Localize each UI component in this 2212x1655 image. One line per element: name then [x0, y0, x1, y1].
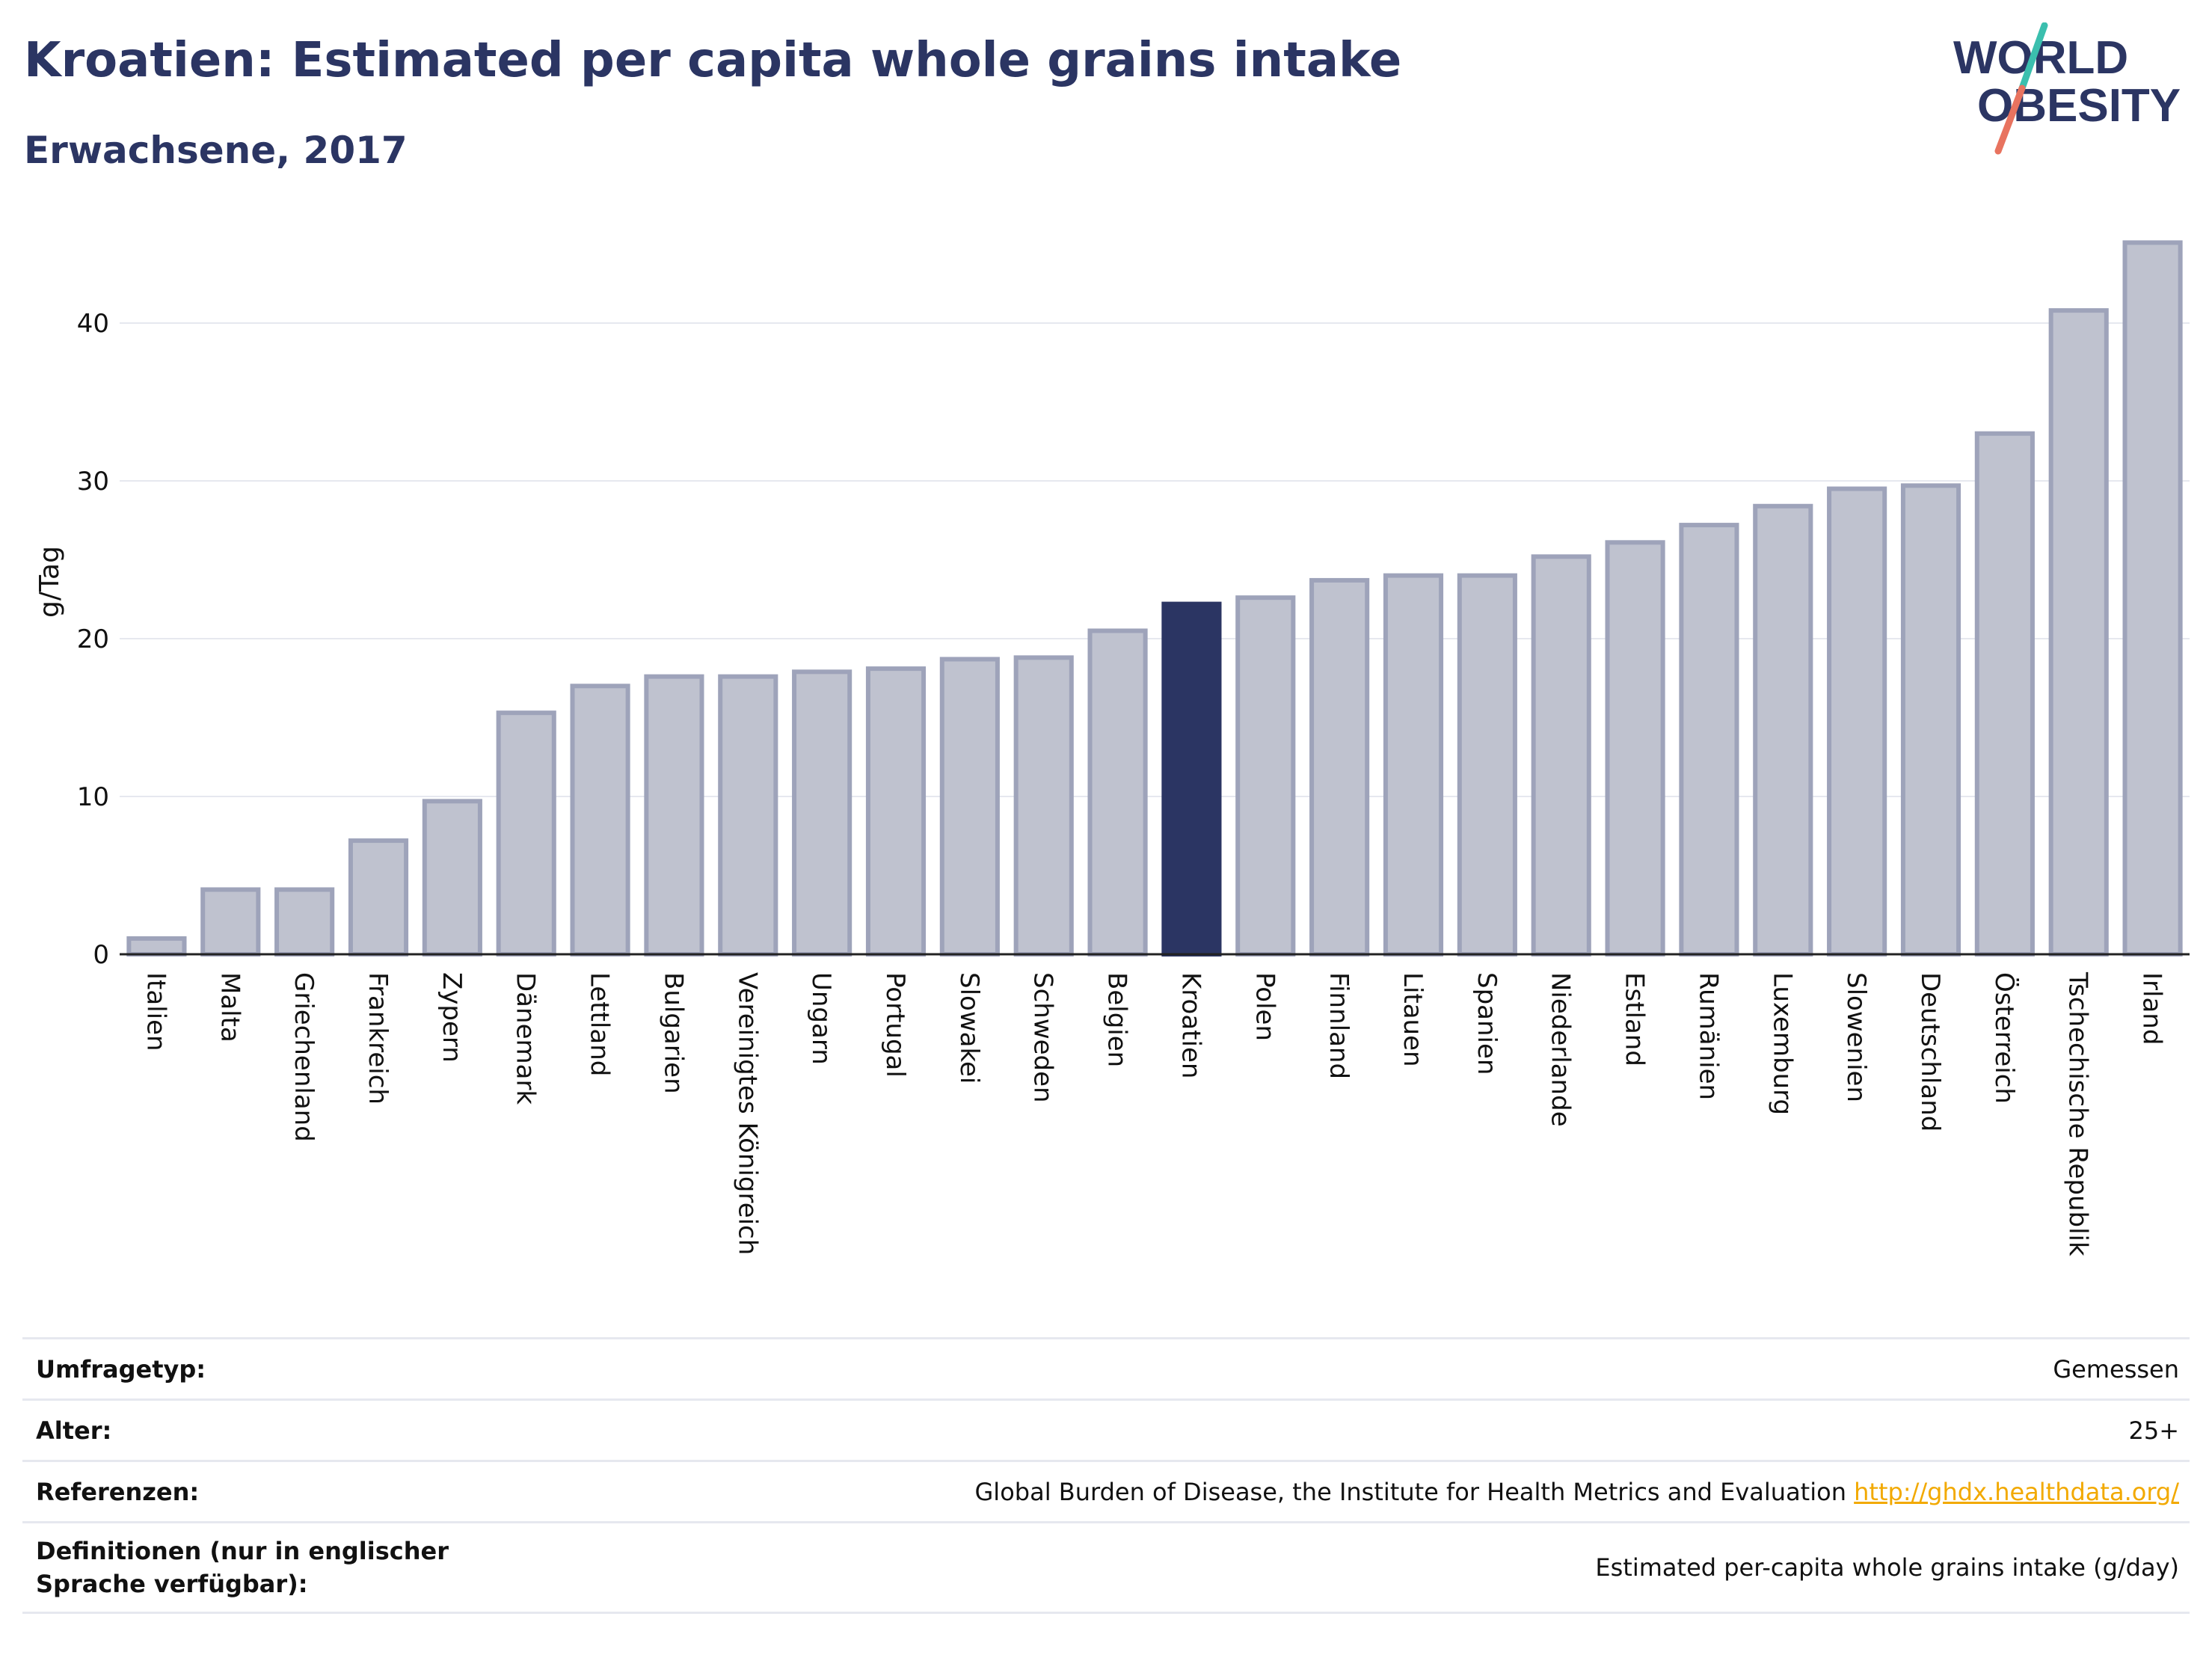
- info-label: Alter:: [36, 1416, 112, 1445]
- chart-title: Kroatien: Estimated per capita whole gra…: [24, 33, 1402, 88]
- bar-19: [1531, 554, 1591, 957]
- x-tick-label: Estland: [1620, 972, 1650, 1066]
- x-tick-label: Frankreich: [363, 972, 393, 1105]
- bar-3: [348, 838, 409, 957]
- y-tick-label: 20: [77, 624, 109, 654]
- y-tick-label: 30: [77, 467, 109, 497]
- bar-1: [200, 887, 261, 957]
- x-tick-label: Italien: [141, 972, 170, 1051]
- x-tick-label: Vereinigtes Königreich: [732, 972, 762, 1255]
- x-tick-label: Irland: [2137, 972, 2167, 1045]
- bar-11: [939, 657, 1000, 957]
- bar-13: [1087, 628, 1148, 957]
- y-tick-label: 40: [77, 309, 109, 339]
- x-tick-label: Rumänien: [1693, 972, 1723, 1100]
- bar-4: [422, 799, 482, 957]
- info-value-references: Global Burden of Disease, the Institute …: [975, 1476, 2190, 1508]
- x-tick-label: Österreich: [1989, 972, 2020, 1104]
- bar-2: [274, 887, 335, 957]
- bar-27: [2122, 240, 2183, 957]
- bar-22: [1753, 503, 1813, 957]
- logo-slash-coral: [1994, 85, 2026, 155]
- bar-25: [1974, 431, 2035, 957]
- info-label: Definitionen (nur in englischer Sprache …: [36, 1537, 449, 1598]
- x-tick-label: Slowakei: [954, 972, 984, 1084]
- info-row-survey-type: Umfragetyp: Gemessen: [22, 1337, 2190, 1398]
- axis-layer: 0 10 20 30 40 Italien Malta Griechenland Frankre…: [77, 309, 2190, 1256]
- info-row-definitions: Definitionen (nur in englischer Sprache …: [22, 1521, 2190, 1614]
- y-axis-label: g/Tag: [34, 546, 65, 618]
- x-tick-label: Belgien: [1102, 972, 1132, 1067]
- x-tick-label: Tschechische Republik: [2063, 971, 2093, 1256]
- info-value: Gemessen: [2053, 1354, 2179, 1384]
- x-tick-label: Malta: [215, 972, 245, 1043]
- info-row-references: Referenzen: Global Burden of Disease, th…: [22, 1460, 2190, 1521]
- x-tick-label: Dänemark: [511, 972, 541, 1105]
- x-tick-label: Polen: [1250, 972, 1279, 1041]
- x-tick-label: Zypern: [437, 972, 467, 1063]
- y-tick-label: 10: [77, 782, 109, 812]
- x-tick-label: Kroatien: [1176, 972, 1205, 1078]
- info-value: Estimated per-capita whole grains intake…: [1595, 1553, 2179, 1582]
- chart-subtitle: Erwachsene, 2017: [24, 129, 408, 172]
- x-tick-label: Portugal: [880, 972, 910, 1078]
- bar-26: [2048, 308, 2109, 957]
- x-tick-label: Spanien: [1472, 972, 1502, 1075]
- reference-text: Global Burden of Disease, the Institute …: [974, 1477, 1846, 1506]
- x-tick-label: Slowenien: [1841, 972, 1871, 1102]
- info-row-age: Alter: 25+: [22, 1398, 2190, 1460]
- info-value: 25+: [2128, 1416, 2179, 1445]
- bar-chart: 0 10 20 30 40 Italien Malta Griechenland Frankre…: [34, 240, 2190, 1256]
- info-label: Referenzen:: [36, 1477, 200, 1506]
- x-tick-label: Niederlande: [1546, 972, 1576, 1127]
- bar-layer: [126, 240, 2183, 957]
- x-tick-label: Deutschland: [1915, 972, 1945, 1132]
- bar-23: [1827, 486, 1887, 957]
- bar-10: [865, 666, 927, 957]
- bar-20: [1605, 540, 1665, 957]
- x-tick-label: Lettland: [585, 972, 615, 1076]
- x-tick-label: Finnland: [1324, 972, 1354, 1079]
- info-table: Umfragetyp: Gemessen Alter: 25+ Referenz…: [22, 1337, 2190, 1614]
- reference-link[interactable]: http://ghdx.healthdata.org/: [1854, 1477, 2179, 1506]
- bar-21: [1679, 523, 1739, 957]
- x-tick-label: Schweden: [1028, 972, 1058, 1103]
- bar-15: [1235, 595, 1296, 957]
- x-tick-label: Ungarn: [806, 972, 836, 1065]
- bar-16: [1309, 577, 1370, 957]
- x-tick-label: Bulgarien: [658, 972, 688, 1094]
- logo-slash-teal: [2018, 22, 2048, 92]
- bar-17: [1383, 573, 1444, 957]
- y-tick-label: 0: [93, 940, 109, 970]
- x-tick-label: Luxemburg: [1767, 972, 1797, 1115]
- x-tick-label: Griechenland: [289, 972, 319, 1142]
- bar-0: [126, 936, 187, 957]
- bar-14: [1161, 601, 1222, 957]
- bar-8: [718, 674, 778, 957]
- info-label: Umfragetyp:: [36, 1354, 206, 1384]
- bar-18: [1457, 573, 1517, 957]
- world-obesity-logo: WORLD OBESITY: [1953, 22, 2181, 155]
- bar-12: [1013, 655, 1074, 957]
- bar-7: [644, 674, 704, 957]
- bar-5: [496, 710, 556, 957]
- x-tick-label: Litauen: [1398, 972, 1428, 1067]
- bar-6: [570, 684, 630, 957]
- bar-24: [1900, 483, 1961, 957]
- bar-9: [792, 669, 852, 957]
